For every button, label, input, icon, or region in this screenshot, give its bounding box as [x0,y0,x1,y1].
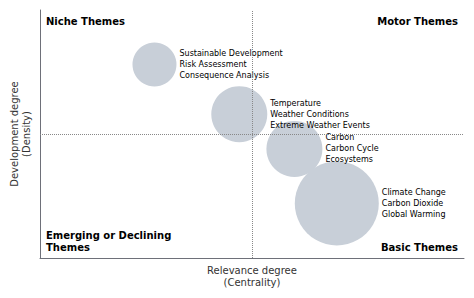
svg-text:(Centrality): (Centrality) [224,277,281,288]
svg-text:Extreme Weather Events: Extreme Weather Events [270,121,370,130]
svg-text:Global Warming: Global Warming [382,210,446,219]
svg-text:Niche Themes: Niche Themes [46,16,125,27]
svg-text:Weather Conditions: Weather Conditions [270,110,349,119]
svg-text:Temperature: Temperature [269,99,321,108]
svg-text:Basic Themes: Basic Themes [381,242,458,253]
svg-text:(Density): (Density) [21,111,32,157]
svg-text:Themes: Themes [46,242,90,253]
svg-text:Carbon: Carbon [325,133,354,142]
svg-text:Motor Themes: Motor Themes [377,16,458,27]
svg-text:Consequence Analysis: Consequence Analysis [179,71,269,80]
svg-text:Carbon Dioxide: Carbon Dioxide [382,199,443,208]
svg-text:Carbon Cycle: Carbon Cycle [325,144,378,153]
svg-text:Climate Change: Climate Change [382,188,446,197]
svg-text:Risk Assessment: Risk Assessment [179,60,246,69]
svg-text:Sustainable Development: Sustainable Development [179,49,282,58]
svg-text:Development degree: Development degree [9,81,20,187]
svg-text:Relevance degree: Relevance degree [207,265,297,276]
svg-text:Ecosystems: Ecosystems [325,155,372,164]
svg-text:Emerging or Declining: Emerging or Declining [46,230,171,241]
